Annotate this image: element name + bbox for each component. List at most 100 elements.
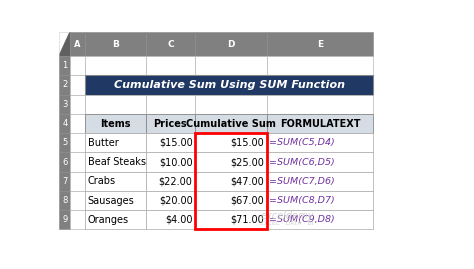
Bar xyxy=(146,191,195,210)
Bar xyxy=(195,153,267,172)
Text: C: C xyxy=(167,40,173,49)
Text: A: A xyxy=(74,40,81,49)
Bar xyxy=(195,133,267,229)
Bar xyxy=(59,210,70,229)
Bar xyxy=(85,75,374,95)
Text: Cumulative Sum: Cumulative Sum xyxy=(186,119,276,129)
Text: =SUM(C9,D8): =SUM(C9,D8) xyxy=(269,215,335,224)
Bar xyxy=(59,172,70,191)
Bar xyxy=(85,172,146,191)
Bar xyxy=(195,191,267,210)
Bar xyxy=(146,210,195,229)
Text: Sausages: Sausages xyxy=(88,196,134,206)
Text: $71.00: $71.00 xyxy=(230,215,264,225)
Polygon shape xyxy=(59,32,69,54)
Text: Oranges: Oranges xyxy=(88,215,128,225)
Text: Items: Items xyxy=(100,119,130,129)
Text: Prices: Prices xyxy=(154,119,187,129)
Bar xyxy=(70,32,85,56)
Text: 7: 7 xyxy=(62,177,67,186)
Text: $20.00: $20.00 xyxy=(159,196,192,206)
Bar xyxy=(59,75,70,95)
Text: 5: 5 xyxy=(62,138,67,147)
Text: $67.00: $67.00 xyxy=(230,196,264,206)
Bar xyxy=(195,95,267,114)
Bar xyxy=(267,172,374,191)
Bar xyxy=(59,95,70,114)
Text: $10.00: $10.00 xyxy=(159,157,192,167)
Text: =SUM(C8,D7): =SUM(C8,D7) xyxy=(269,196,335,205)
Bar xyxy=(267,133,374,153)
Text: =SUM(C5,D4): =SUM(C5,D4) xyxy=(269,138,335,147)
Bar xyxy=(70,210,85,229)
Text: 1: 1 xyxy=(62,61,67,70)
Bar xyxy=(195,114,267,133)
Text: $22.00: $22.00 xyxy=(159,176,192,186)
Bar xyxy=(195,133,267,153)
Bar xyxy=(267,56,374,75)
Bar xyxy=(267,153,374,172)
Text: EXCEL · DATA · BI: EXCEL · DATA · BI xyxy=(260,221,314,226)
Bar xyxy=(59,191,70,210)
Text: 4: 4 xyxy=(62,119,67,128)
Bar xyxy=(70,153,85,172)
Text: $15.00: $15.00 xyxy=(230,138,264,148)
Bar xyxy=(59,114,70,133)
Bar xyxy=(85,133,146,153)
Bar xyxy=(70,133,85,153)
Bar xyxy=(195,56,267,75)
Bar xyxy=(70,75,85,95)
Bar xyxy=(146,56,195,75)
Bar xyxy=(59,133,70,153)
Bar xyxy=(85,191,146,210)
Text: Butter: Butter xyxy=(88,138,118,148)
Bar xyxy=(267,210,374,229)
Text: 3: 3 xyxy=(62,100,67,109)
Text: B: B xyxy=(112,40,118,49)
Text: 8: 8 xyxy=(62,196,67,205)
Text: $15.00: $15.00 xyxy=(159,138,192,148)
Bar xyxy=(146,114,195,133)
Bar xyxy=(85,56,146,75)
Text: $4.00: $4.00 xyxy=(165,215,192,225)
Bar xyxy=(85,210,146,229)
Text: 9: 9 xyxy=(62,215,67,224)
Bar xyxy=(70,95,85,114)
Bar xyxy=(85,153,146,172)
Text: Crabs: Crabs xyxy=(88,176,116,186)
Bar xyxy=(59,32,70,56)
Text: Cumulative Sum Using SUM Function: Cumulative Sum Using SUM Function xyxy=(114,80,345,90)
Bar xyxy=(146,32,195,56)
Text: 2: 2 xyxy=(62,80,67,90)
Text: E: E xyxy=(317,40,323,49)
Bar xyxy=(267,114,374,133)
Bar xyxy=(85,32,146,56)
Bar xyxy=(70,114,85,133)
Text: =SUM(C6,D5): =SUM(C6,D5) xyxy=(269,158,335,167)
Bar xyxy=(146,153,195,172)
Bar xyxy=(146,172,195,191)
Text: =SUM(C7,D6): =SUM(C7,D6) xyxy=(269,177,335,186)
Bar xyxy=(195,32,267,56)
Bar xyxy=(85,95,146,114)
Bar xyxy=(195,172,267,191)
Text: D: D xyxy=(227,40,235,49)
Bar xyxy=(59,153,70,172)
Text: exceldemy: exceldemy xyxy=(260,211,314,221)
Text: Beaf Steaks: Beaf Steaks xyxy=(88,157,146,167)
Text: $25.00: $25.00 xyxy=(230,157,264,167)
Text: 6: 6 xyxy=(62,158,67,167)
Bar xyxy=(146,95,195,114)
Bar xyxy=(267,32,374,56)
Text: FORMULATEXT: FORMULATEXT xyxy=(280,119,360,129)
Text: $47.00: $47.00 xyxy=(230,176,264,186)
Bar xyxy=(70,191,85,210)
Bar xyxy=(70,172,85,191)
Bar xyxy=(267,191,374,210)
Bar xyxy=(59,56,70,75)
Bar xyxy=(70,56,85,75)
Bar xyxy=(195,210,267,229)
Bar xyxy=(267,95,374,114)
Bar xyxy=(85,114,146,133)
Bar xyxy=(146,133,195,153)
